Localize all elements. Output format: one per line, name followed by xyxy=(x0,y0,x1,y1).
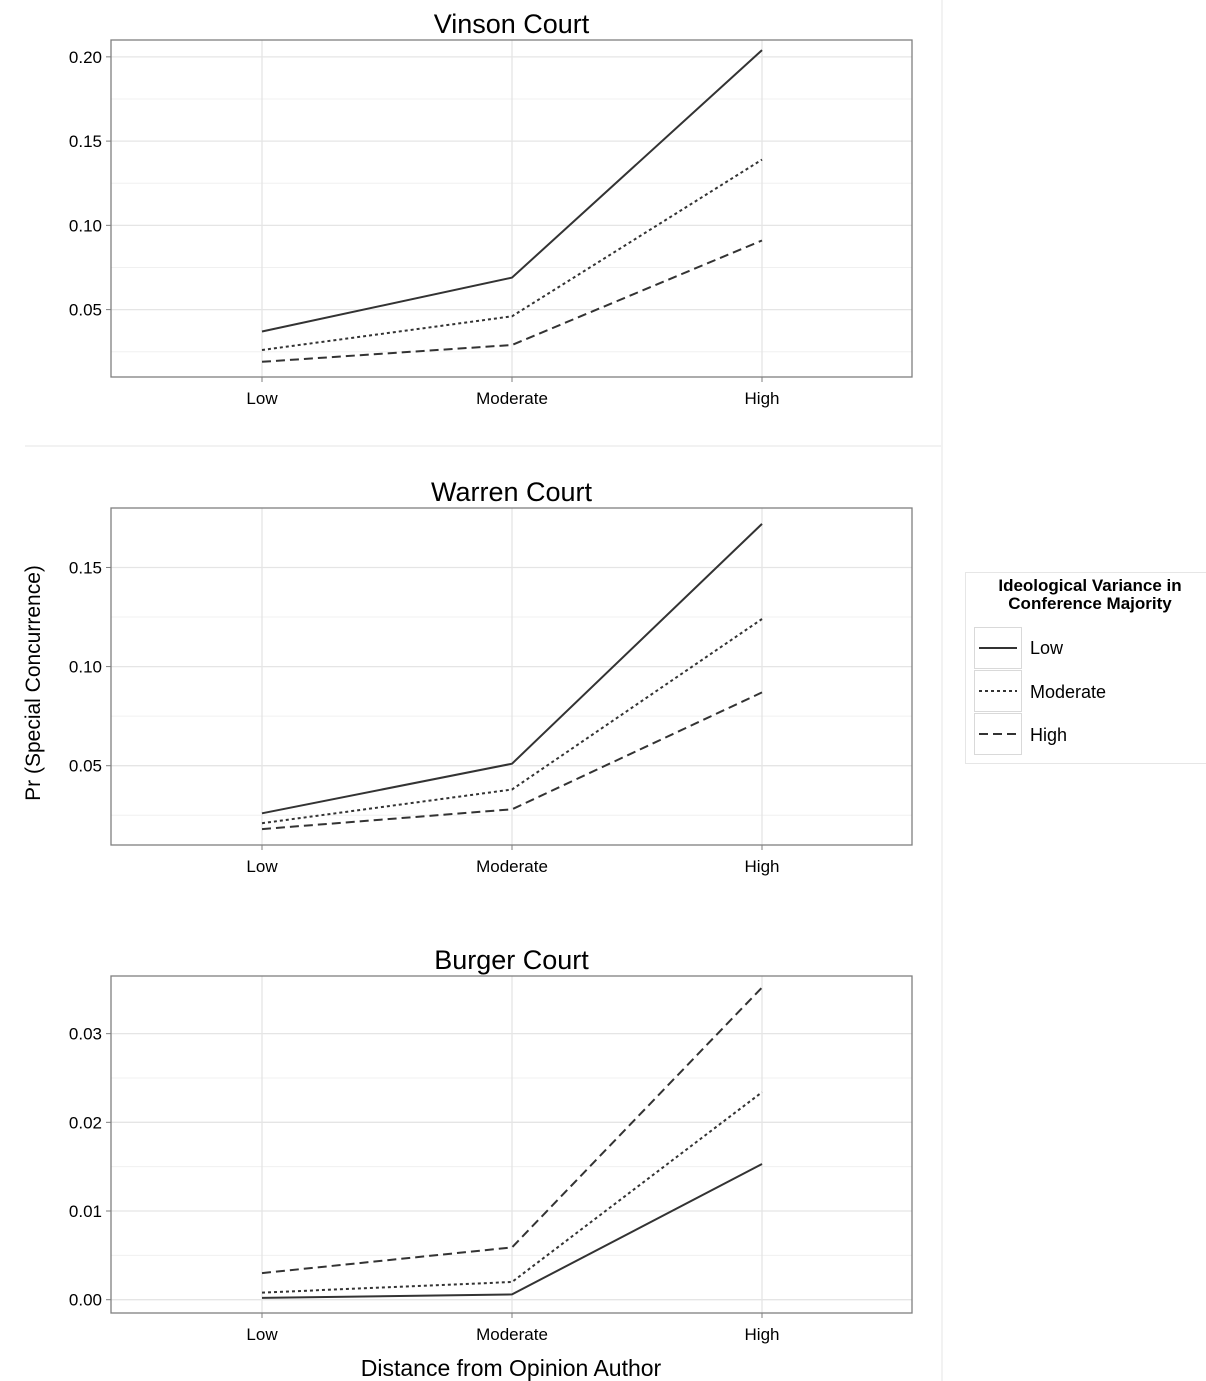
vinson-court-y-tick-label: 0.10 xyxy=(69,216,102,235)
warren-court-y-tick-label: 0.05 xyxy=(69,757,102,776)
vinson-court-x-tick-label: High xyxy=(745,389,780,408)
warren-court-title: Warren Court xyxy=(431,477,593,507)
legend-title: Ideological Variance in Conference Major… xyxy=(998,576,1182,613)
legend-label-moderate: Moderate xyxy=(1030,682,1107,702)
warren-court-x-tick-label: High xyxy=(745,857,780,876)
warren-court-x-tick-label: Low xyxy=(246,857,278,876)
burger-court-y-tick-label: 0.02 xyxy=(69,1113,102,1132)
burger-court-x-tick-label: High xyxy=(745,1325,780,1344)
legend-key-high xyxy=(974,713,1022,755)
y-axis-label: Pr (Special Concurrence) xyxy=(22,565,45,801)
vinson-court-panel-border xyxy=(110,39,913,378)
burger-court-y-tick-label: 0.00 xyxy=(69,1291,102,1310)
burger-court-y-tick-label: 0.03 xyxy=(69,1025,102,1044)
x-axis-label: Distance from Opinion Author xyxy=(361,1355,662,1381)
burger-court-x-tick-label: Low xyxy=(246,1325,278,1344)
warren-court-x-tick-label: Moderate xyxy=(476,857,548,876)
burger-court-title: Burger Court xyxy=(434,945,589,975)
legend-key-moderate xyxy=(974,670,1022,712)
legend-label-low: Low xyxy=(1030,638,1064,658)
warren-court-y-tick-label: 0.10 xyxy=(69,658,102,677)
warren-court-y-tick-label: 0.15 xyxy=(69,558,102,577)
vinson-court-y-tick-label: 0.20 xyxy=(69,48,102,67)
vinson-court-series-moderate xyxy=(261,158,763,351)
legend-label-high: High xyxy=(1030,725,1068,745)
burger-court-x-tick-label: Moderate xyxy=(476,1325,548,1344)
vinson-court-x-tick-label: Low xyxy=(246,389,278,408)
burger-court-panel-border xyxy=(110,975,913,1314)
warren-court-series-low xyxy=(261,523,763,815)
warren-court-panel-border xyxy=(110,507,913,846)
burger-court-series-low xyxy=(261,1163,763,1299)
vinson-court-title: Vinson Court xyxy=(434,9,590,39)
burger-court-series-high xyxy=(261,986,763,1275)
warren-court-series-moderate xyxy=(261,618,763,825)
vinson-court-series-low xyxy=(261,49,763,333)
vinson-court-y-tick-label: 0.15 xyxy=(69,132,102,151)
burger-court-y-tick-label: 0.01 xyxy=(69,1202,102,1221)
legend-key-low xyxy=(974,627,1022,669)
legend: Ideological Variance in Conference Major… xyxy=(965,572,1206,764)
warren-court-series-high xyxy=(261,691,763,831)
vinson-court-x-tick-label: Moderate xyxy=(476,389,548,408)
vinson-court-y-tick-label: 0.05 xyxy=(69,301,102,320)
